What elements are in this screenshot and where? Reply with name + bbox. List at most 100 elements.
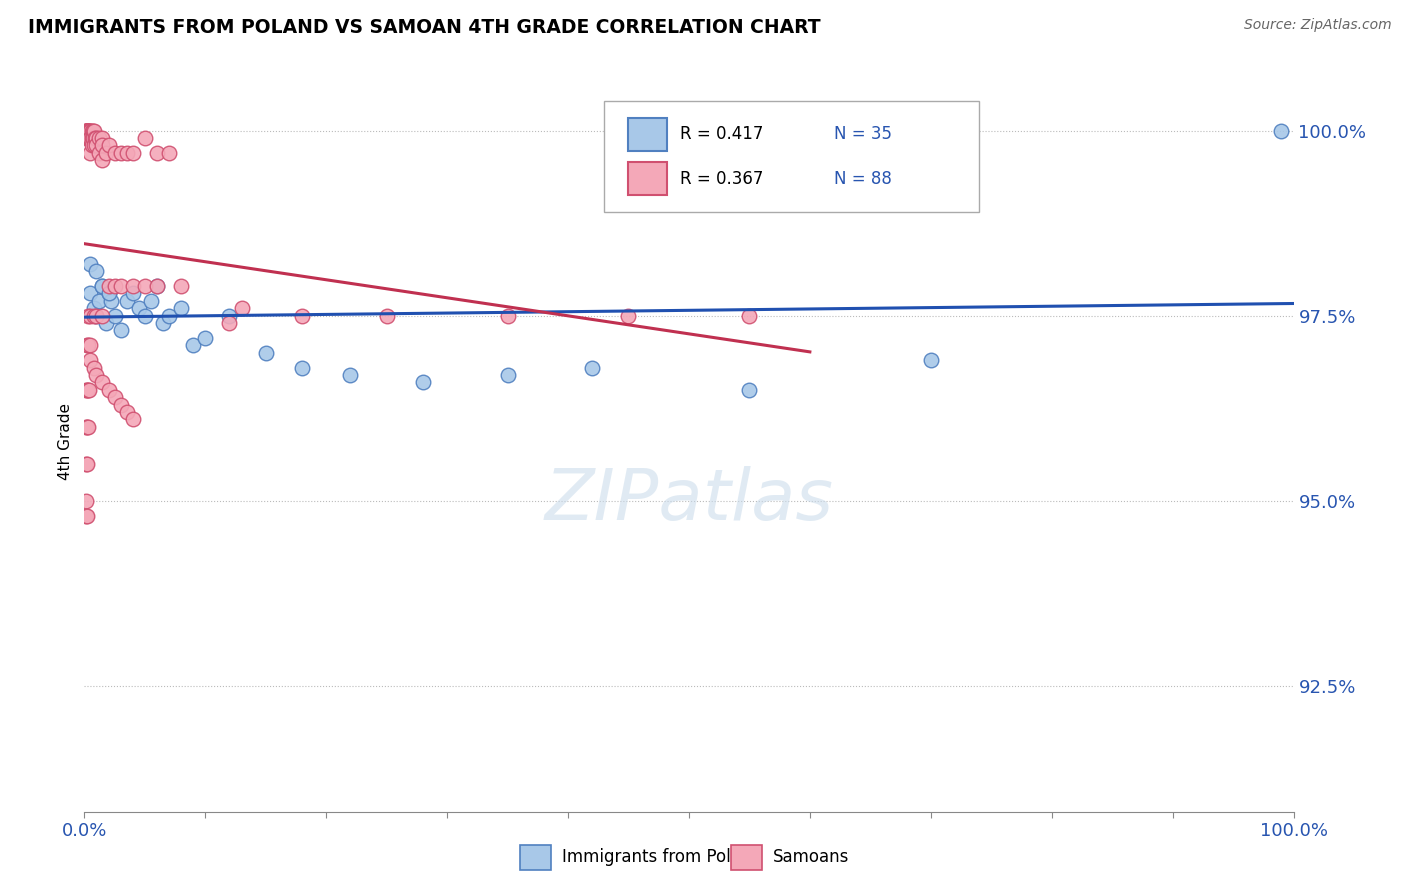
Point [84, 131, 107, 145]
Point [110, 324, 132, 338]
FancyBboxPatch shape [628, 162, 668, 195]
Point [77, 383, 100, 397]
Point [77, 131, 100, 145]
Text: IMMIGRANTS FROM POLAND VS SAMOAN 4TH GRADE CORRELATION CHART: IMMIGRANTS FROM POLAND VS SAMOAN 4TH GRA… [28, 18, 821, 37]
Text: N = 88: N = 88 [834, 169, 891, 187]
Point [79, 353, 101, 368]
Point [82, 123, 104, 137]
Point [194, 331, 217, 345]
Point [91, 279, 114, 293]
Text: R = 0.417: R = 0.417 [681, 125, 763, 144]
Point [97, 138, 120, 153]
Point [152, 316, 174, 330]
Point [121, 145, 143, 160]
Point [77, 338, 100, 352]
Point [110, 279, 132, 293]
Point [291, 360, 314, 375]
Point [91, 153, 114, 168]
Point [218, 316, 240, 330]
Point [77, 309, 100, 323]
Point [75, 123, 97, 137]
Point [76, 508, 98, 523]
Point [86, 368, 108, 382]
Point [920, 353, 942, 368]
Point [134, 131, 156, 145]
Point [77, 383, 100, 397]
Point [181, 338, 204, 352]
Point [218, 309, 240, 323]
Point [83, 123, 105, 137]
Point [91, 138, 114, 153]
Point [139, 293, 162, 308]
Point [86, 138, 108, 153]
Point [97, 286, 120, 301]
Point [128, 301, 150, 316]
Point [76, 123, 98, 137]
Point [94, 145, 117, 160]
Point [104, 145, 127, 160]
Point [738, 383, 761, 397]
Point [121, 286, 143, 301]
Point [79, 145, 101, 160]
FancyBboxPatch shape [628, 118, 668, 151]
Point [76, 383, 98, 397]
Point [80, 138, 103, 153]
Text: Immigrants from Poland: Immigrants from Poland [562, 848, 762, 866]
Point [1270, 123, 1292, 137]
Point [75, 419, 97, 434]
Point [496, 368, 519, 382]
Point [110, 145, 132, 160]
Point [83, 309, 105, 323]
Point [115, 293, 138, 308]
Text: ZIPatlas: ZIPatlas [544, 467, 834, 535]
Point [75, 383, 97, 397]
Point [77, 123, 100, 137]
Text: Source: ZipAtlas.com: Source: ZipAtlas.com [1244, 18, 1392, 32]
Point [76, 338, 98, 352]
Point [83, 301, 105, 316]
Point [91, 309, 114, 323]
Point [79, 123, 101, 137]
Point [83, 360, 105, 375]
Point [86, 264, 108, 278]
Point [104, 390, 127, 404]
Point [97, 286, 120, 301]
Point [76, 457, 98, 471]
Point [79, 257, 101, 271]
FancyBboxPatch shape [605, 101, 979, 212]
Point [75, 123, 97, 137]
Point [91, 131, 114, 145]
Point [91, 376, 114, 390]
Point [170, 301, 193, 316]
Point [77, 131, 100, 145]
Point [77, 123, 100, 137]
Point [75, 493, 97, 508]
Point [79, 338, 101, 352]
Point [79, 286, 101, 301]
Y-axis label: 4th Grade: 4th Grade [58, 403, 73, 480]
Point [76, 123, 98, 137]
Point [87, 145, 110, 160]
Point [80, 131, 103, 145]
Point [231, 301, 253, 316]
Point [412, 376, 434, 390]
Point [104, 309, 127, 323]
Point [738, 309, 761, 323]
Point [75, 123, 97, 137]
Point [375, 309, 398, 323]
Point [134, 309, 156, 323]
Point [77, 123, 100, 137]
Point [146, 145, 169, 160]
Point [617, 309, 640, 323]
Point [80, 123, 103, 137]
Point [79, 309, 101, 323]
Text: R = 0.367: R = 0.367 [681, 169, 763, 187]
Point [77, 419, 100, 434]
Point [77, 123, 100, 137]
Point [77, 131, 100, 145]
Point [254, 345, 277, 359]
Text: N = 35: N = 35 [834, 125, 891, 144]
Point [75, 123, 97, 137]
Point [86, 309, 108, 323]
Point [87, 131, 110, 145]
